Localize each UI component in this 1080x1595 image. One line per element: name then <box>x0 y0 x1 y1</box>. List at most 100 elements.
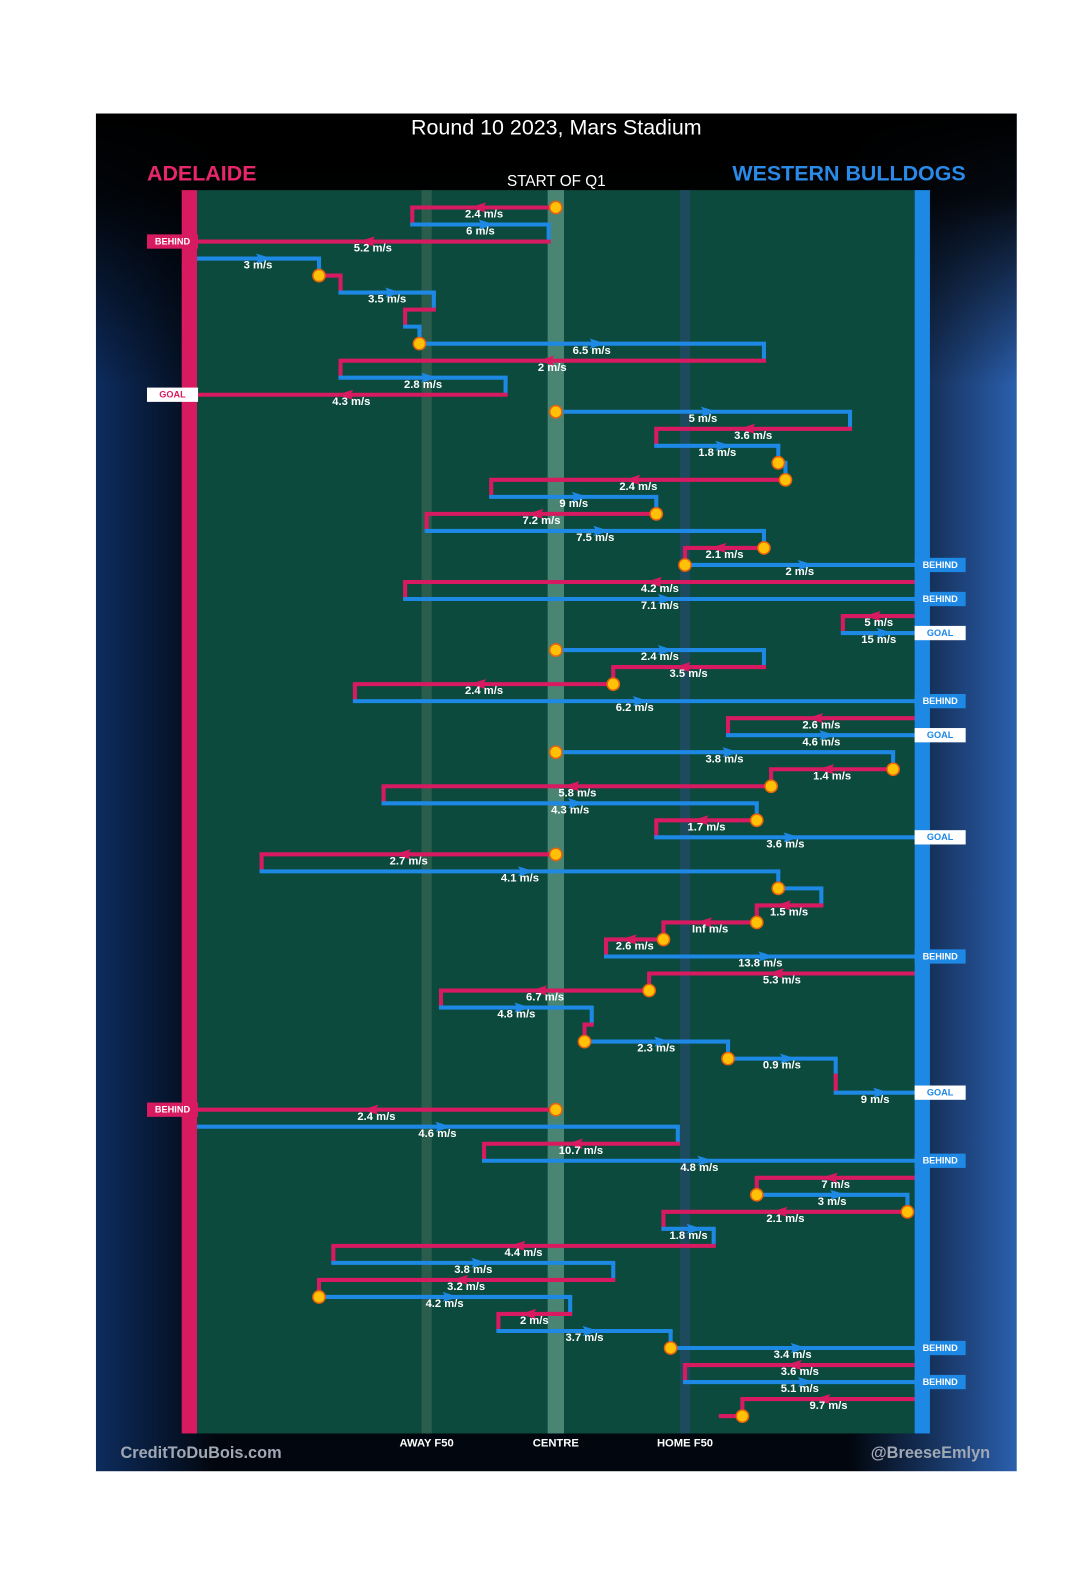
result-box <box>914 693 966 709</box>
result-box <box>914 830 966 845</box>
direction-arrow <box>571 491 589 502</box>
speed-label: 2.8 m/s <box>404 379 442 391</box>
stoppage <box>757 541 771 555</box>
home-goal-line <box>181 190 198 1434</box>
result-label: BEHIND <box>923 696 959 706</box>
stoppage <box>312 268 326 283</box>
speed-label: 4.8 m/s <box>497 1009 535 1021</box>
direction-arrow <box>790 1342 807 1354</box>
direction-arrow <box>435 1121 452 1132</box>
speed-label: 0.9 m/s <box>763 1060 801 1072</box>
stoppage <box>548 1102 563 1117</box>
speed-label: 3.6 m/s <box>781 1366 819 1378</box>
speed-label: 5.8 m/s <box>558 787 596 799</box>
direction-arrow <box>657 644 675 656</box>
speed-label: 4.4 m/s <box>505 1247 543 1259</box>
stoppage <box>548 745 563 760</box>
direction-arrow <box>478 219 495 230</box>
direction-arrow <box>657 593 675 605</box>
speed-label: 2.4 m/s <box>619 481 657 493</box>
direction-arrow <box>530 985 548 996</box>
direction-arrow <box>514 1002 531 1013</box>
speed-label: 4.6 m/s <box>418 1128 456 1140</box>
speed-label: 4.3 m/s <box>551 804 589 816</box>
away-team-name: WESTERN BULLDOGS <box>732 161 965 185</box>
overlay: AWAY F50 CENTRE HOME F50 2.4 m/s 6 m/s 5.2 m/… <box>146 200 966 1450</box>
speed-label: 3.5 m/s <box>368 294 406 306</box>
speed-label: 3.6 m/s <box>766 838 804 850</box>
direction-arrow <box>520 1308 537 1320</box>
stoppage <box>764 779 778 794</box>
speed-label: 4.6 m/s <box>802 736 840 748</box>
stoppage <box>577 1034 592 1049</box>
credit: @BreeseEmlyn <box>871 1444 990 1462</box>
speed-label: 6 m/s <box>466 226 495 238</box>
result-label: BEHIND <box>155 1105 191 1115</box>
direction-arrow <box>471 1257 488 1268</box>
stoppage <box>548 643 563 657</box>
speed-label: 6.2 m/s <box>616 702 654 714</box>
stoppage <box>900 1204 915 1219</box>
chart-title: Round 10 2023, Mars Stadium <box>411 116 702 140</box>
speed-label: 2 m/s <box>520 1315 549 1327</box>
result-label: BEHIND <box>923 594 959 604</box>
stoppage <box>771 881 786 896</box>
direction-arrow <box>509 1240 526 1251</box>
speed-label: 4.1 m/s <box>501 872 539 884</box>
result-label: BEHIND <box>923 951 959 961</box>
field-stripe <box>421 190 432 1434</box>
subtitle: START OF Q1 <box>507 173 606 190</box>
direction-arrow <box>876 627 894 639</box>
speed-label: 5.2 m/s <box>354 243 392 255</box>
speed-label: 4.3 m/s <box>332 396 370 408</box>
stoppage <box>606 677 621 692</box>
speed-label: 3.8 m/s <box>454 1264 492 1276</box>
speed-label: 9.7 m/s <box>809 1400 847 1412</box>
direction-arrow <box>385 287 402 298</box>
stoppage <box>548 404 563 419</box>
speed-label: 2.7 m/s <box>390 855 428 867</box>
speed-label: 4.2 m/s <box>426 1298 464 1310</box>
result-label: GOAL <box>927 628 954 638</box>
direction-arrow <box>593 525 610 537</box>
stoppage <box>412 336 427 351</box>
direction-arrow <box>566 1138 583 1149</box>
direction-arrow <box>783 832 800 843</box>
speed-label: 5.1 m/s <box>781 1383 819 1395</box>
speed-label: Inf m/s <box>692 924 728 936</box>
away-goal-line <box>914 190 930 1434</box>
direction-arrow <box>767 968 784 979</box>
result-label: GOAL <box>927 730 954 740</box>
speed-label: 3.7 m/s <box>566 1332 604 1344</box>
result-label: BEHIND <box>923 1377 959 1387</box>
speed-label: 2.1 m/s <box>766 1213 804 1225</box>
speed-label: 4.2 m/s <box>641 583 679 595</box>
speed-label: 7.5 m/s <box>576 532 614 544</box>
result-label: GOAL <box>927 832 954 842</box>
speed-label: 4.8 m/s <box>680 1162 718 1174</box>
speed-label: 5 m/s <box>864 617 893 629</box>
direction-arrow <box>817 764 835 775</box>
stoppage <box>721 1051 735 1066</box>
direction-arrow <box>645 576 662 588</box>
direction-arrow <box>442 1291 459 1303</box>
stoppage <box>749 1187 764 1202</box>
direction-arrow <box>394 849 411 860</box>
direction-arrow <box>674 661 691 673</box>
direction-arrow <box>758 951 775 962</box>
result-box <box>914 728 966 743</box>
speed-label: 13.8 m/s <box>738 958 782 970</box>
direction-arrow <box>632 696 650 707</box>
direction-arrow <box>807 713 824 724</box>
direction-arrow <box>451 1274 469 1286</box>
speed-label: 3.5 m/s <box>670 668 708 680</box>
direction-arrow <box>537 355 555 366</box>
result-box <box>914 1340 966 1356</box>
speed-label: 1.7 m/s <box>687 821 725 833</box>
direction-arrow <box>819 730 836 741</box>
direction-arrow <box>697 1155 714 1166</box>
direction-arrow <box>738 423 756 434</box>
result-label: BEHIND <box>923 1343 959 1353</box>
